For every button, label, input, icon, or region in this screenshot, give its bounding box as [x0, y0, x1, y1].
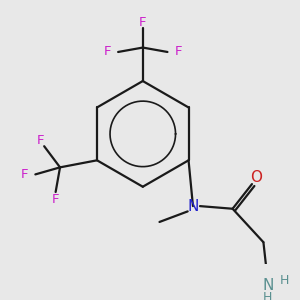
- Text: F: F: [52, 193, 59, 206]
- Text: H: H: [263, 291, 272, 300]
- Text: O: O: [250, 170, 262, 185]
- Text: H: H: [279, 274, 289, 286]
- Text: F: F: [103, 46, 111, 59]
- Text: F: F: [21, 168, 28, 181]
- Text: N: N: [262, 278, 274, 293]
- Text: N: N: [187, 199, 199, 214]
- Text: F: F: [139, 16, 146, 28]
- Text: F: F: [175, 46, 182, 59]
- Text: F: F: [37, 134, 44, 146]
